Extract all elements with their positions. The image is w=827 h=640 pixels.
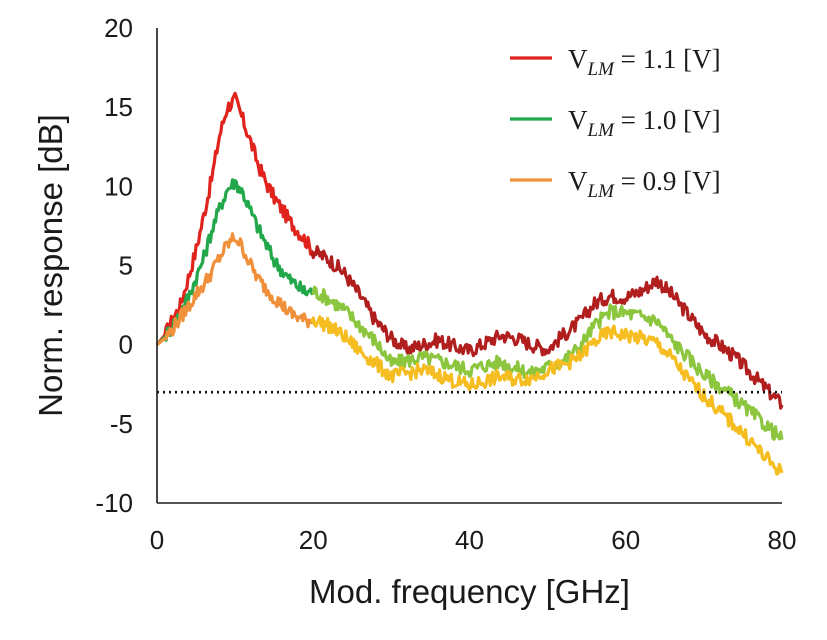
tick-labels: 0 20 40 60 80 -10 -5 0 5 10 15 20	[95, 13, 796, 555]
y-tick-label: 5	[119, 251, 133, 281]
series-3-line-low-freq	[155, 232, 317, 346]
x-tick-label: 40	[455, 525, 484, 555]
y-tick-label: -10	[95, 488, 133, 518]
legend-label: VLM = 1.1 [V]	[568, 44, 721, 80]
axes	[156, 28, 782, 504]
y-tick-label: 15	[104, 92, 133, 122]
legend-item-1: VLM = 1.1 [V]	[510, 44, 721, 80]
legend-label: VLM = 0.9 [V]	[568, 166, 721, 202]
series-1-line-high-freq	[310, 245, 784, 410]
series-1	[155, 91, 784, 410]
y-tick-label: 0	[119, 330, 133, 360]
series-2-line-high-freq	[311, 285, 784, 441]
x-tick-label: 0	[150, 525, 164, 555]
x-tick-label: 80	[768, 525, 797, 555]
legend-item-3: VLM = 0.9 [V]	[510, 166, 721, 202]
series-layer	[155, 91, 784, 476]
legend: VLM = 1.1 [V] VLM = 1.0 [V] VLM = 0.9 [V]	[510, 44, 721, 202]
x-axis-title: Mod. frequency [GHz]	[309, 573, 630, 610]
series-1-line-low-freq	[155, 91, 317, 346]
x-tick-label: 60	[611, 525, 640, 555]
y-tick-label: 20	[104, 13, 133, 43]
y-tick-label: -5	[110, 409, 133, 439]
x-tick-label: 20	[299, 525, 328, 555]
y-tick-label: 10	[104, 171, 133, 201]
legend-item-2: VLM = 1.0 [V]	[510, 105, 721, 141]
legend-label: VLM = 1.0 [V]	[568, 105, 721, 141]
y-axis-title: Norm. response [dB]	[32, 114, 69, 417]
